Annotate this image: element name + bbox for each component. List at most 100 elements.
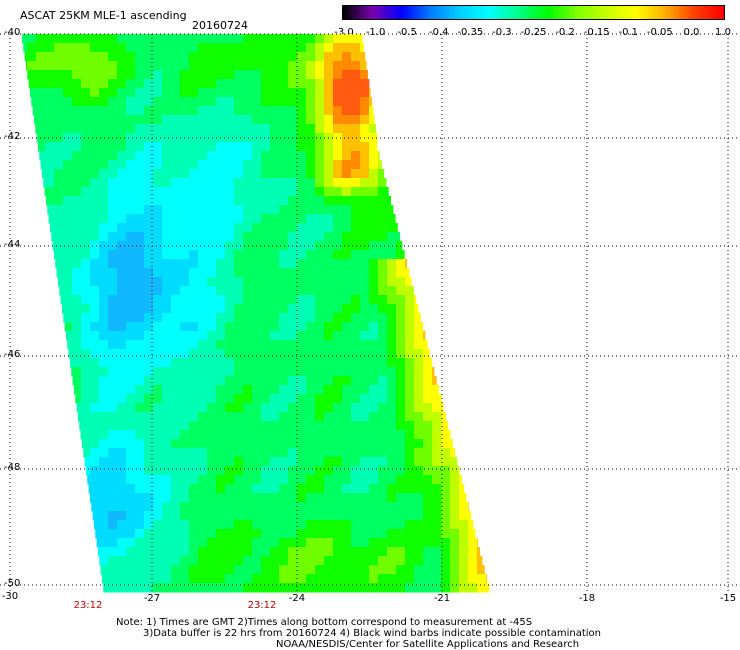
swath-cell	[441, 556, 451, 566]
swath-cell	[378, 403, 388, 413]
swath-cell	[288, 349, 298, 359]
swath-cell	[225, 475, 235, 485]
swath-cell	[216, 34, 226, 44]
lat-label-44: -44	[4, 239, 21, 250]
swath-cell	[252, 493, 262, 503]
swath-cell	[243, 34, 253, 44]
swath-cell	[441, 421, 449, 431]
swath-cell	[81, 250, 91, 260]
swath-cell	[63, 88, 73, 98]
swath-cell	[378, 241, 388, 251]
color-scale-segment	[635, 5, 640, 20]
swath-cell	[360, 61, 367, 71]
color-scale-segment	[396, 5, 401, 20]
swath-cell	[315, 88, 325, 98]
swath-cell	[387, 277, 397, 287]
swath-cell	[126, 61, 136, 71]
swath-cell	[333, 358, 343, 368]
swath-cell	[117, 547, 127, 557]
swath-cell	[101, 574, 109, 584]
swath-cell	[162, 385, 172, 395]
swath-cell	[153, 160, 163, 170]
swath-cell	[126, 151, 136, 161]
swath-cell	[333, 313, 343, 323]
swath-cell	[70, 358, 73, 368]
swath-cell	[315, 556, 325, 566]
swath-cell	[117, 277, 127, 287]
swath-cell	[117, 475, 127, 485]
swath-cell	[369, 529, 379, 539]
swath-cell	[324, 250, 334, 260]
swath-cell	[180, 466, 190, 476]
swath-cell	[279, 448, 289, 458]
color-scale-segment	[511, 5, 515, 20]
swath-cell	[162, 88, 172, 98]
swath-cell	[198, 358, 208, 368]
swath-cell	[333, 448, 343, 458]
swath-cell	[306, 133, 316, 143]
swath-cell	[63, 169, 73, 179]
swath-cell	[333, 295, 343, 305]
swath-cell	[162, 214, 172, 224]
swath-cell	[234, 304, 244, 314]
swath-cell	[153, 169, 163, 179]
color-scale-segment	[373, 5, 378, 20]
swath-cell	[369, 340, 379, 350]
swath-cell	[162, 259, 172, 269]
color-scale-segment	[469, 5, 474, 20]
swath-cell	[117, 376, 127, 386]
swath-cell	[252, 412, 262, 422]
swath-cell	[360, 286, 370, 296]
swath-cell	[198, 304, 208, 314]
swath-cell	[207, 430, 217, 440]
swath-cell	[261, 88, 271, 98]
swath-cell	[405, 556, 415, 566]
swath-cell	[144, 70, 154, 80]
swath-cell	[351, 223, 361, 233]
swath-cell	[162, 223, 172, 233]
swath-cell	[288, 583, 298, 593]
swath-cell	[297, 502, 307, 512]
swath-cell	[90, 367, 100, 377]
swath-cell	[171, 358, 181, 368]
swath-cell	[189, 430, 199, 440]
swath-cell	[225, 160, 235, 170]
swath-cell	[225, 232, 235, 242]
swath-cell	[270, 43, 280, 53]
swath-cell	[306, 79, 316, 89]
swath-cell	[117, 196, 127, 206]
swath-cell	[95, 529, 100, 539]
color-scale-label: -3.0	[334, 27, 354, 38]
swath-cell	[171, 250, 181, 260]
swath-cell	[180, 547, 190, 557]
swath-cell	[144, 196, 154, 206]
swath-cell	[324, 385, 334, 395]
swath-cell	[351, 367, 361, 377]
swath-cell	[288, 214, 298, 224]
swath-cell	[108, 52, 118, 62]
swath-cell	[306, 439, 316, 449]
swath-cell	[405, 322, 415, 332]
swath-cell	[198, 547, 208, 557]
swath-cell	[351, 187, 361, 197]
swath-cell	[306, 295, 316, 305]
swath-cell	[180, 124, 190, 134]
swath-cell	[144, 448, 154, 458]
swath-cell	[306, 475, 316, 485]
swath-cell	[99, 97, 109, 107]
swath-cell	[252, 43, 262, 53]
swath-cell	[414, 538, 424, 548]
swath-cell	[351, 178, 361, 188]
swath-cell	[315, 43, 325, 53]
swath-cell	[369, 304, 379, 314]
swath-cell	[378, 421, 388, 431]
swath-cell	[225, 178, 235, 188]
swath-cell	[432, 484, 442, 494]
swath-cell	[117, 133, 127, 143]
swath-cell	[180, 250, 190, 260]
swath-cell	[198, 367, 208, 377]
swath-cell	[315, 340, 325, 350]
swath-cell	[225, 565, 235, 575]
swath-cell	[99, 286, 109, 296]
swath-cell	[126, 241, 136, 251]
